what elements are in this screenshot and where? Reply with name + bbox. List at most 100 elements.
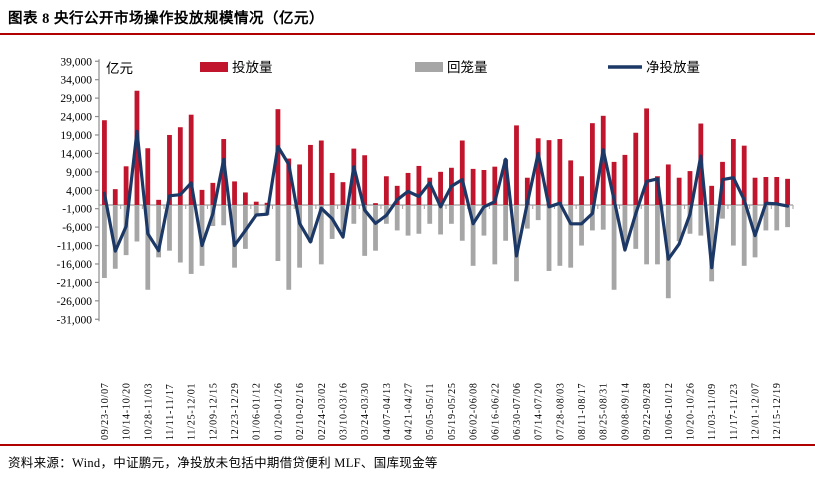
bar	[633, 205, 639, 249]
bar	[199, 189, 205, 205]
chart-title: 图表 8 央行公开市场操作投放规模情况（亿元）	[8, 11, 324, 27]
legend-label: 投放量	[232, 60, 273, 75]
bar	[232, 181, 237, 205]
bar	[134, 90, 140, 205]
bar	[340, 182, 346, 205]
bar	[253, 201, 259, 205]
legend-swatch-injection	[200, 62, 228, 72]
bar	[102, 120, 107, 205]
bar	[416, 205, 422, 234]
bar	[589, 123, 595, 205]
bar	[481, 205, 487, 236]
bar	[318, 205, 324, 265]
y-tick-label: -6,000	[62, 222, 92, 234]
bar	[373, 203, 378, 205]
bar	[308, 205, 313, 243]
x-tick-label: 11/17-11/23	[729, 383, 740, 440]
x-tick-label: 12/23-12/29	[230, 382, 241, 440]
x-tick-label: 01/06-01/12	[252, 382, 263, 440]
bar	[730, 139, 736, 205]
x-tick-label: 02/10-02/16	[295, 382, 306, 440]
x-tick-label: 02/24-03/02	[317, 382, 328, 440]
bar	[622, 154, 628, 205]
bar	[720, 205, 725, 219]
source-note: 资料来源：Wind，中证鹏元，净投放未包括中期借贷便利 MLF、国库现金等	[8, 456, 438, 470]
x-tick-label: 04/21-04/27	[404, 382, 415, 440]
bar	[676, 205, 682, 242]
x-tick-label: 09/22-09/28	[642, 382, 653, 440]
x-axis-labels: 09/23-10/07 10/14-10/20 10/28-11/03 11/11-1…	[100, 382, 783, 440]
x-tick-label: 08/25-08/31	[599, 382, 610, 440]
bar	[264, 202, 270, 205]
x-tick-label: 10/06-10/12	[664, 382, 675, 440]
bar	[394, 205, 400, 231]
bar	[188, 205, 194, 274]
x-tick-label: 04/07-04/13	[382, 382, 393, 440]
bar	[644, 108, 650, 205]
x-tick-label: 12/09-12/15	[208, 382, 219, 440]
bar	[242, 205, 248, 249]
bar	[568, 160, 574, 205]
y-axis	[95, 59, 100, 322]
bar	[687, 205, 693, 234]
bar	[763, 176, 769, 205]
bar	[362, 205, 368, 256]
y-axis-labels: 39,000 34,000 29,000 24,000 19,000 14,000 9,00…	[57, 56, 93, 326]
y-tick-label: 29,000	[60, 93, 92, 105]
y-tick-label: 14,000	[60, 148, 92, 160]
y-tick-label: 39,000	[60, 56, 92, 68]
x-tick-label: 10/14-10/20	[122, 382, 133, 440]
bar	[297, 205, 303, 268]
bar	[709, 185, 715, 205]
bar	[459, 205, 465, 241]
bar	[275, 109, 281, 205]
bar	[535, 205, 541, 221]
bar	[199, 205, 205, 266]
bar	[405, 205, 411, 236]
bar	[340, 205, 346, 232]
y-tick-label: -1,000	[62, 204, 92, 216]
x-tick-label: 03/10-03/16	[339, 382, 350, 440]
x-tick-label: 06/30-07/06	[512, 382, 523, 440]
bar	[145, 148, 151, 205]
bar	[438, 205, 443, 235]
bar	[373, 205, 378, 251]
bar	[188, 114, 194, 205]
bar	[589, 205, 595, 231]
y-tick-label: -16,000	[57, 259, 93, 271]
bar	[297, 164, 303, 205]
bar	[438, 171, 443, 205]
x-tick-label: 06/02-06/08	[469, 382, 480, 440]
bar	[405, 172, 411, 205]
x-tick-label: 07/14-07/20	[534, 382, 545, 440]
bar	[763, 205, 769, 231]
bar	[351, 205, 357, 224]
bar	[394, 185, 400, 205]
y-tick-label: 24,000	[60, 112, 92, 124]
bar	[112, 189, 118, 205]
legend-swatch-withdrawal	[415, 62, 443, 72]
bar	[318, 140, 324, 205]
bar	[600, 115, 606, 205]
bar	[665, 164, 671, 205]
y-tick-label: 4,000	[66, 185, 92, 197]
bar	[167, 205, 172, 251]
legend-label: 净投放量	[646, 60, 700, 75]
bar	[785, 205, 790, 228]
bar	[156, 205, 162, 258]
title-divider	[0, 33, 815, 35]
bar	[134, 205, 140, 242]
bar	[741, 205, 747, 266]
legend-label: 回笼量	[447, 59, 488, 75]
bar	[481, 169, 487, 205]
y-tick-label: 34,000	[60, 75, 92, 87]
bar	[752, 177, 758, 205]
bar	[655, 176, 660, 205]
bar	[774, 176, 780, 205]
x-tick-label: 11/25-12/01	[187, 383, 198, 440]
bar	[275, 205, 281, 262]
bar	[449, 205, 454, 224]
bar	[156, 199, 162, 205]
x-tick-label: 07/28-08/03	[555, 382, 566, 440]
